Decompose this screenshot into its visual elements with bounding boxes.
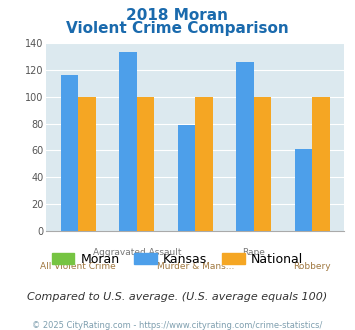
Text: All Violent Crime: All Violent Crime — [40, 262, 116, 271]
Bar — [236, 62, 254, 231]
Text: Aggravated Assault: Aggravated Assault — [93, 248, 181, 257]
Text: Robbery: Robbery — [293, 262, 331, 271]
Text: Rape: Rape — [242, 248, 265, 257]
Bar — [61, 75, 78, 231]
Legend: Moran, Kansas, National: Moran, Kansas, National — [47, 248, 308, 271]
Bar — [178, 125, 195, 231]
Bar — [295, 149, 312, 231]
Text: Compared to U.S. average. (U.S. average equals 100): Compared to U.S. average. (U.S. average … — [27, 292, 328, 302]
Bar — [254, 97, 271, 231]
Bar — [312, 97, 330, 231]
Text: Murder & Mans...: Murder & Mans... — [157, 262, 234, 271]
Text: © 2025 CityRating.com - https://www.cityrating.com/crime-statistics/: © 2025 CityRating.com - https://www.city… — [32, 321, 323, 330]
Bar — [195, 97, 213, 231]
Text: Violent Crime Comparison: Violent Crime Comparison — [66, 21, 289, 36]
Bar — [119, 52, 137, 231]
Text: 2018 Moran: 2018 Moran — [126, 8, 229, 23]
Bar — [78, 97, 96, 231]
Bar — [137, 97, 154, 231]
